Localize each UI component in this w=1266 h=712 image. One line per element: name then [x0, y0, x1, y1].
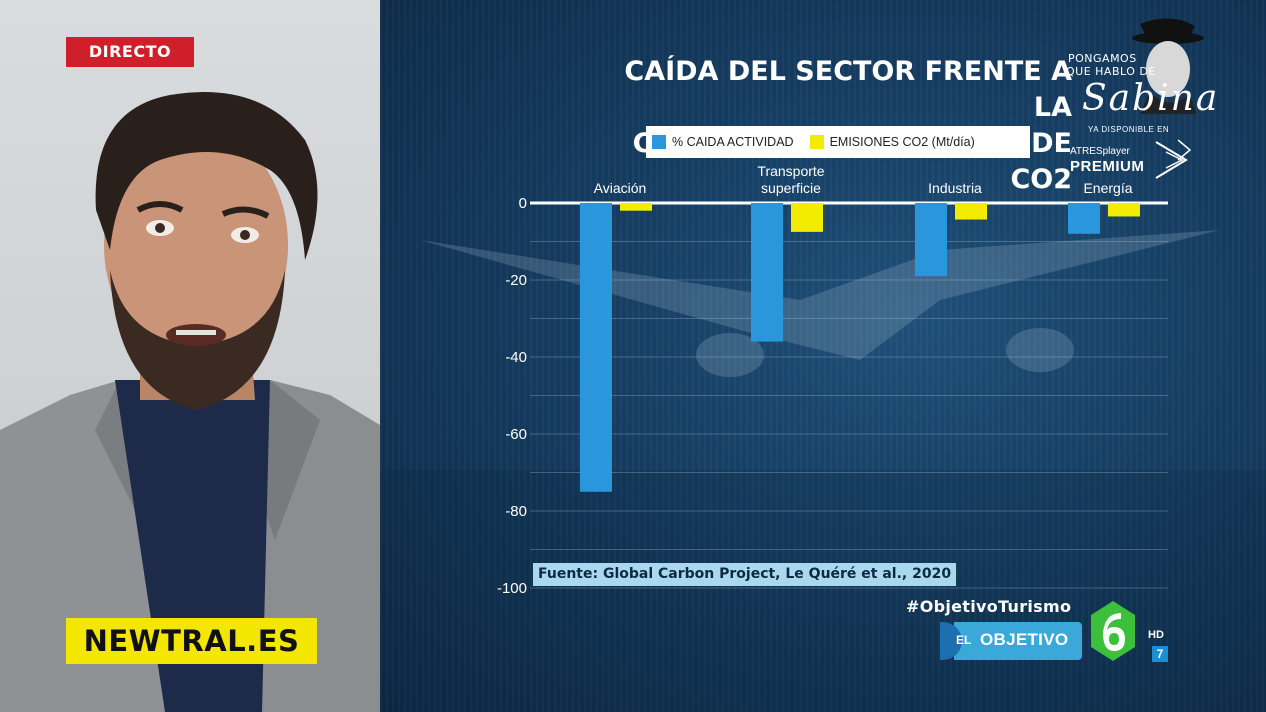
promo-platform-tier: PREMIUM [1070, 158, 1145, 175]
play-chevron-icon [1155, 141, 1188, 179]
promo-portrait [1132, 18, 1204, 161]
bar-activity-3 [1068, 203, 1100, 234]
y-tick-label: -100 [497, 580, 527, 597]
bar-emissions-2 [955, 203, 987, 220]
hashtag: #ObjetivoTurismo [906, 597, 1072, 616]
bar-emissions-3 [1108, 203, 1140, 217]
live-badge: DIRECTO [66, 37, 194, 67]
chart-source: Fuente: Global Carbon Project, Le Quéré … [533, 563, 957, 586]
y-tick-label: -60 [505, 426, 527, 443]
legend-swatch-activity [652, 135, 666, 149]
channel-hd-label: HD [1148, 629, 1164, 641]
promo-name: Sabina [1082, 78, 1220, 119]
site-name-banner: NEWTRAL.ES [66, 618, 317, 664]
promo-availability: YA DISPONIBLE EN [1088, 125, 1170, 134]
y-tick-label: -20 [505, 272, 527, 289]
legend-label-activity: % CAIDA ACTIVIDAD [672, 135, 794, 149]
channel-logo-icon [1091, 601, 1135, 661]
program-logo-name: OBJETIVO [980, 630, 1069, 649]
category-label: Transporte superficie [757, 163, 824, 196]
airplane-silhouette [380, 230, 1266, 712]
promo-line-1: PONGAMOS [1068, 52, 1137, 65]
category-label: Energía [1083, 180, 1132, 196]
channel-number: 7 [1152, 646, 1168, 662]
legend-swatch-emissions [809, 135, 824, 149]
promo-graphic: PONGAMOS QUE HABLO DE Sabina YA DISPONIB… [1060, 14, 1260, 194]
presenter-video: DIRECTO NEWTRAL.ES [0, 0, 405, 712]
legend-label-emissions: EMISIONES CO2 (Mt/día) [829, 135, 975, 149]
category-label: Aviación [594, 180, 647, 196]
promo-line-2: QUE HABLO DE [1066, 65, 1156, 78]
promo-platform: ATRESplayer [1070, 146, 1130, 157]
bar-emissions-0 [620, 203, 652, 211]
chart-panel [380, 0, 1266, 712]
background-texture [380, 0, 1266, 712]
program-logo: EL OBJETIVO [940, 622, 1082, 660]
bar-activity-2 [915, 203, 947, 277]
program-logo-mark [940, 622, 962, 660]
chart-legend: % CAIDA ACTIVIDAD EMISIONES CO2 (Mt/día) [646, 126, 1030, 158]
chart-title-line-1: CAÍDA DEL SECTOR FRENTE A LA [624, 56, 1072, 123]
bar-activity-0 [580, 203, 612, 492]
category-label: Industria [928, 180, 982, 196]
legend-item-emissions: EMISIONES CO2 (Mt/día) [809, 135, 975, 149]
program-logo-prefix: EL [956, 633, 972, 647]
program-logo-bar [954, 622, 1082, 660]
y-tick-label: -80 [505, 503, 527, 520]
y-tick-label: 0 [519, 195, 527, 212]
y-tick-label: -40 [505, 349, 527, 366]
bar-activity-1 [751, 203, 783, 342]
legend-item-activity: % CAIDA ACTIVIDAD [652, 135, 794, 149]
bar-emissions-1 [791, 203, 823, 232]
